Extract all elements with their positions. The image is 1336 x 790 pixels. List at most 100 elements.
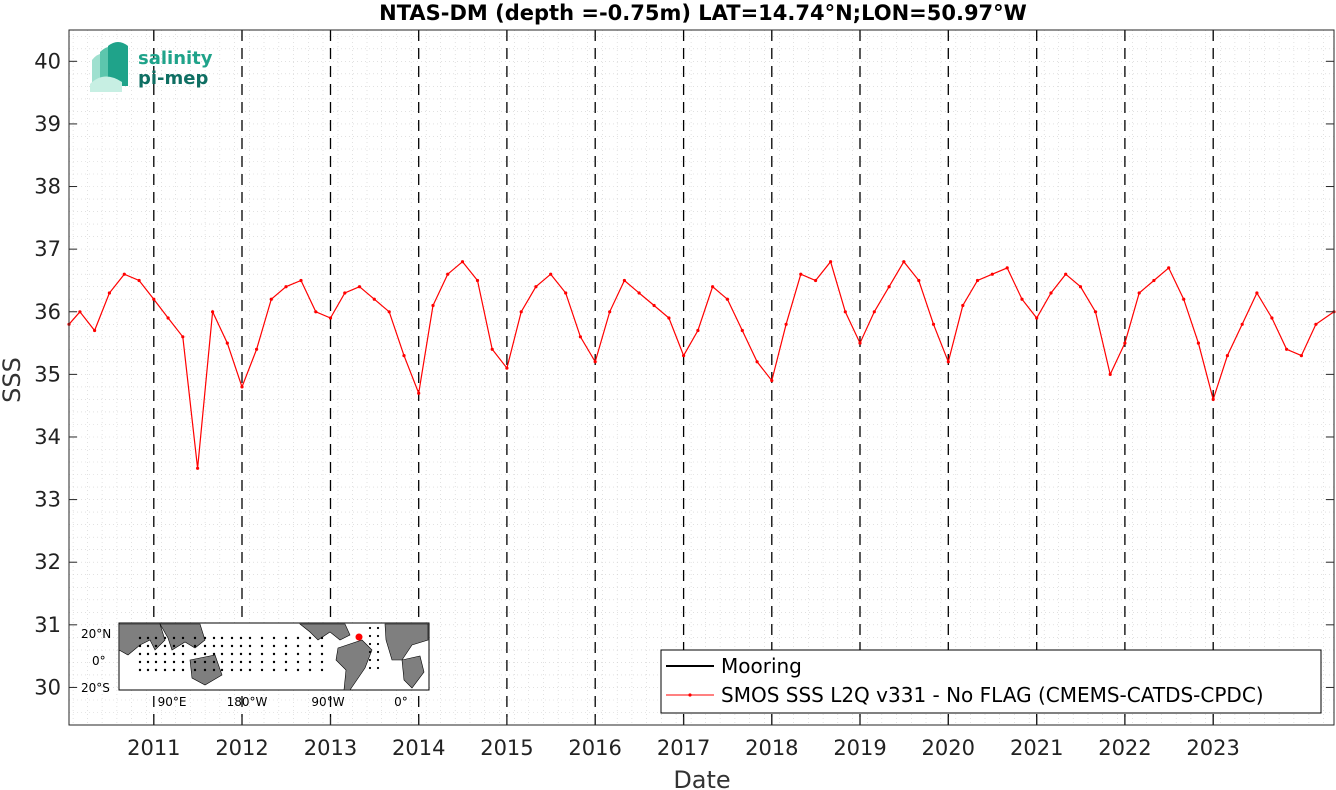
- data-point: [357, 285, 362, 289]
- mooring-dot: [296, 660, 300, 664]
- data-point: [402, 354, 406, 358]
- data-point: [1078, 285, 1083, 289]
- data-point: [990, 272, 994, 276]
- data-point: [211, 310, 215, 314]
- mooring-dot: [146, 660, 150, 664]
- data-point: [667, 316, 671, 320]
- mooring-dot: [138, 636, 142, 640]
- legend-entry-smos: SMOS SSS L2Q v331 - No FLAG (CMEMS-CATDS…: [721, 683, 1264, 707]
- mooring-dot: [248, 668, 252, 672]
- mooring-dot: [239, 636, 243, 640]
- y-tick-label: 36: [34, 300, 61, 324]
- mooring-dot: [308, 652, 312, 656]
- data-point: [1255, 291, 1259, 295]
- mooring-dot: [138, 660, 142, 664]
- data-point: [578, 335, 583, 339]
- mooring-dot: [368, 634, 372, 638]
- data-point: [505, 366, 509, 370]
- mooring-dot: [212, 660, 216, 664]
- y-tick-label: 39: [34, 112, 61, 136]
- data-point: [1240, 322, 1244, 326]
- mooring-dot: [203, 652, 207, 656]
- data-point: [460, 260, 465, 264]
- data-point: [740, 328, 744, 333]
- mooring-dot: [230, 668, 234, 672]
- data-point: [152, 297, 156, 301]
- mooring-dot: [368, 650, 372, 654]
- mooring-dot: [284, 660, 288, 664]
- data-point: [814, 278, 818, 283]
- mooring-dot: [146, 668, 150, 672]
- mooring-dot: [193, 652, 197, 656]
- mooring-dot: [146, 652, 150, 656]
- mooring-dot: [368, 658, 372, 662]
- mooring-dot: [220, 660, 224, 664]
- data-point: [917, 278, 921, 283]
- data-point: [975, 278, 980, 283]
- mooring-dot: [284, 636, 288, 640]
- data-point: [328, 316, 333, 320]
- logo-text-salinity: salinity: [138, 48, 213, 69]
- data-point: [946, 360, 950, 364]
- mooring-dot: [260, 644, 264, 648]
- mooring-dot: [181, 652, 185, 656]
- data-point: [1314, 322, 1318, 326]
- mooring-dot: [230, 644, 234, 648]
- mooring-dot: [308, 660, 312, 664]
- data-point: [1211, 397, 1215, 401]
- data-point: [343, 291, 347, 295]
- grid: [69, 30, 1334, 726]
- mooring-dot: [320, 636, 324, 640]
- mooring-dot: [212, 652, 216, 656]
- data-point: [652, 303, 656, 308]
- mooring-dot: [248, 636, 252, 640]
- mooring-dot: [239, 644, 243, 648]
- mooring-dot: [154, 652, 158, 656]
- mooring-dot: [146, 636, 150, 640]
- x-tick-label: 2014: [392, 736, 445, 760]
- data-point: [1049, 291, 1053, 295]
- data-point: [1035, 316, 1039, 320]
- x-tick-label: 2020: [922, 736, 975, 760]
- data-point: [1093, 310, 1098, 314]
- mooring-dot: [212, 636, 216, 640]
- data-point: [858, 341, 862, 345]
- data-point: [519, 310, 523, 314]
- mooring-dot: [284, 644, 288, 648]
- data-point: [682, 354, 686, 358]
- logo-waves-icon: [90, 42, 128, 92]
- y-axis-ticks: 30 31 32 33 34 35 36 37 38 39 40: [34, 49, 1334, 699]
- data-point: [534, 285, 538, 289]
- mooring-dot: [203, 636, 207, 640]
- mooring-dot: [230, 652, 234, 656]
- y-tick-label: 31: [34, 613, 61, 637]
- plot-area: [69, 30, 1334, 725]
- mooring-dot: [172, 668, 176, 672]
- mooring-dot: [284, 668, 288, 672]
- data-point: [1137, 291, 1141, 295]
- mooring-dot: [239, 652, 243, 656]
- data-point: [240, 385, 244, 389]
- mooring-dot: [260, 636, 264, 640]
- x-tick-label: 2012: [215, 736, 268, 760]
- y-tick-label: 40: [34, 49, 61, 73]
- x-axis-label: Date: [673, 766, 730, 790]
- data-point: [446, 272, 450, 276]
- salinity-pi-mep-logo: salinity pi-mep: [90, 42, 213, 92]
- mooring-dot: [154, 644, 158, 648]
- mooring-dot: [172, 660, 176, 664]
- data-point: [1182, 297, 1186, 301]
- x-tick-label: 2022: [1098, 736, 1151, 760]
- y-tick-label: 34: [34, 425, 61, 449]
- map-lat-label-20n: 20°N: [81, 627, 111, 641]
- mooring-dot: [203, 660, 207, 664]
- mooring-dot: [239, 660, 243, 664]
- mooring-dot: [172, 644, 176, 648]
- mooring-dot: [376, 666, 380, 670]
- data-point: [417, 391, 421, 395]
- mooring-dot: [203, 668, 207, 672]
- mooring-dot: [368, 666, 372, 670]
- x-tick-label: 2019: [833, 736, 886, 760]
- data-point: [1270, 316, 1274, 320]
